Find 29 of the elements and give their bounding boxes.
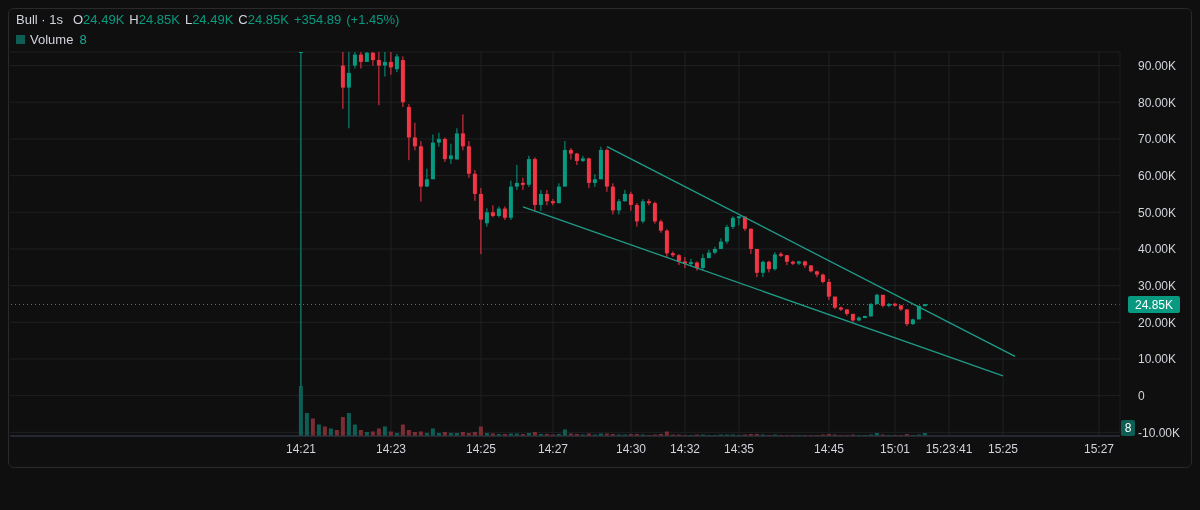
x-tick-label: 14:32: [669, 441, 701, 456]
x-tick-label: 14:35: [723, 441, 755, 456]
x-tick-label: 15:27: [1083, 441, 1115, 456]
y-tick-label: 0: [1138, 388, 1145, 403]
x-tick-label: 14:25: [465, 441, 497, 456]
text: O24.49K H24.85K L24.49K C24.85K +354.89 (+1.45%): [72, 12, 400, 27]
y-tick-label: 60.00K: [1138, 168, 1177, 183]
y-tick-label: -10.00K: [1138, 425, 1181, 440]
x-tick-label: 14:27: [537, 441, 569, 456]
ref-line-label: 24.85K: [1134, 297, 1174, 312]
y-tick-label: 50.00K: [1138, 205, 1177, 220]
y-tick-label: 10.00K: [1138, 352, 1177, 367]
x-tick-label: 15:23:41: [925, 441, 973, 456]
y-tick-label: 20.00K: [1138, 315, 1177, 330]
x-tick-label: 14:21: [285, 441, 317, 456]
y-tick-label: 40.00K: [1138, 242, 1177, 257]
x-tick-label: 14:23: [375, 441, 407, 456]
y-tick-label: 90.00K: [1138, 58, 1177, 73]
chart-title: Bull · 1s: [16, 12, 63, 27]
legend-label: Volume: [30, 32, 74, 47]
text: 8: [79, 32, 87, 47]
y-tick-label: 70.00K: [1138, 132, 1177, 147]
y-tick-label: 30.00K: [1138, 278, 1177, 293]
x-tick-label: 15:01: [879, 441, 911, 456]
text: 8: [1124, 421, 1132, 435]
x-tick-label: 14:30: [615, 441, 647, 456]
y-tick-label: 80.00K: [1138, 95, 1177, 110]
x-tick-label: 14:45: [813, 441, 845, 456]
x-tick-label: 15:25: [987, 441, 1019, 456]
